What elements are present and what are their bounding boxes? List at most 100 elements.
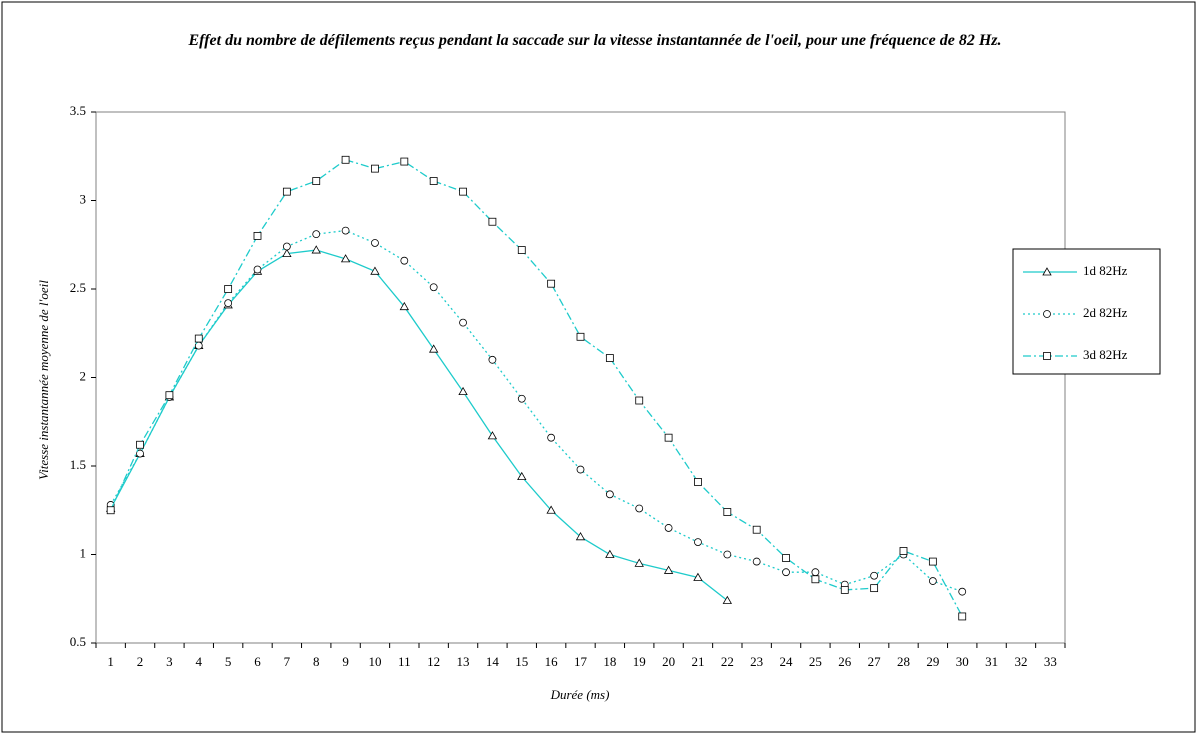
x-tick-label: 24: [780, 654, 794, 669]
y-tick-label: 1: [80, 545, 87, 560]
marker: [928, 577, 937, 585]
x-tick-label: 23: [750, 654, 763, 669]
marker: [811, 568, 820, 577]
x-tick-label: 12: [427, 654, 440, 669]
x-tick-label: 20: [662, 654, 675, 669]
x-tick-label: 8: [313, 654, 320, 669]
marker: [870, 584, 879, 593]
marker: [458, 386, 468, 396]
marker: [958, 612, 967, 621]
x-tick-label: 11: [398, 654, 411, 669]
x-tick-label: 25: [809, 654, 822, 669]
marker: [371, 164, 379, 173]
marker: [224, 285, 233, 293]
marker: [840, 586, 849, 594]
marker: [253, 265, 262, 274]
marker: [429, 177, 438, 185]
marker: [723, 550, 732, 559]
marker: [165, 391, 174, 400]
marker: [371, 239, 379, 247]
marker: [635, 396, 644, 405]
x-tick-label: 5: [225, 654, 232, 669]
marker: [576, 465, 585, 474]
x-tick-label: 28: [897, 654, 910, 669]
marker: [312, 230, 321, 239]
x-tick-label: 19: [633, 654, 646, 669]
x-tick-label: 18: [603, 654, 616, 669]
marker: [928, 557, 937, 566]
marker: [663, 565, 674, 574]
x-tick-label: 10: [368, 654, 381, 669]
marker: [194, 334, 203, 343]
x-tick-label: 7: [284, 654, 291, 669]
marker: [664, 524, 673, 532]
x-tick-label: 33: [1044, 654, 1057, 669]
marker: [517, 246, 526, 254]
marker: [575, 531, 586, 541]
marker: [605, 354, 614, 362]
marker: [547, 279, 556, 288]
marker: [605, 490, 614, 499]
marker: [752, 525, 761, 534]
x-tick-label: 3: [166, 654, 173, 669]
x-tick-label: 26: [838, 654, 852, 669]
marker: [899, 547, 908, 555]
legend-label: 1d 82Hz: [1083, 263, 1128, 278]
marker: [106, 506, 115, 515]
x-tick-label: 32: [1014, 654, 1027, 669]
legend-label: 3d 82Hz: [1083, 347, 1128, 362]
marker: [576, 332, 585, 341]
marker: [1043, 352, 1051, 360]
marker: [811, 575, 820, 584]
y-tick-label: 0.5: [70, 634, 86, 649]
x-tick-label: 14: [486, 654, 500, 669]
marker: [635, 504, 644, 513]
plot-area: [95, 111, 1066, 644]
marker: [400, 157, 409, 166]
x-tick-label: 22: [721, 654, 734, 669]
x-tick-label: 2: [137, 654, 144, 669]
marker: [752, 557, 761, 566]
marker: [488, 355, 497, 364]
marker: [722, 595, 733, 604]
marker: [312, 177, 321, 185]
marker: [605, 549, 615, 558]
marker: [694, 538, 702, 547]
y-tick-label: 2: [80, 368, 87, 383]
x-tick-label: 16: [545, 654, 559, 669]
x-tick-label: 21: [691, 654, 704, 669]
marker: [459, 187, 467, 196]
marker: [1042, 267, 1052, 276]
marker: [782, 568, 790, 577]
x-tick-label: 29: [926, 654, 939, 669]
x-tick-label: 4: [196, 654, 203, 669]
marker: [282, 187, 291, 196]
marker: [370, 266, 380, 275]
marker: [253, 231, 262, 240]
y-tick-label: 3.5: [70, 103, 86, 118]
marker: [340, 254, 351, 263]
x-tick-label: 6: [254, 654, 261, 669]
marker: [311, 245, 321, 254]
marker: [282, 248, 292, 258]
marker: [341, 226, 350, 235]
x-tick-label: 13: [457, 654, 470, 669]
x-tick-label: 9: [342, 654, 349, 669]
marker: [546, 505, 556, 514]
marker: [517, 394, 526, 403]
x-tick-label: 27: [868, 654, 882, 669]
marker: [136, 440, 144, 449]
marker: [282, 242, 291, 251]
marker: [487, 431, 498, 440]
marker: [224, 299, 233, 308]
marker: [459, 318, 467, 327]
x-tick-label: 15: [515, 654, 528, 669]
chart-title: Effet du nombre de défilements reçus pen…: [188, 32, 1002, 49]
y-axis-label: Vitesse instantannée moyenne de l'oeil: [36, 280, 51, 480]
x-tick-label: 17: [574, 654, 588, 669]
legend: [1012, 248, 1161, 375]
series-line: [110, 249, 728, 602]
marker: [136, 449, 144, 458]
